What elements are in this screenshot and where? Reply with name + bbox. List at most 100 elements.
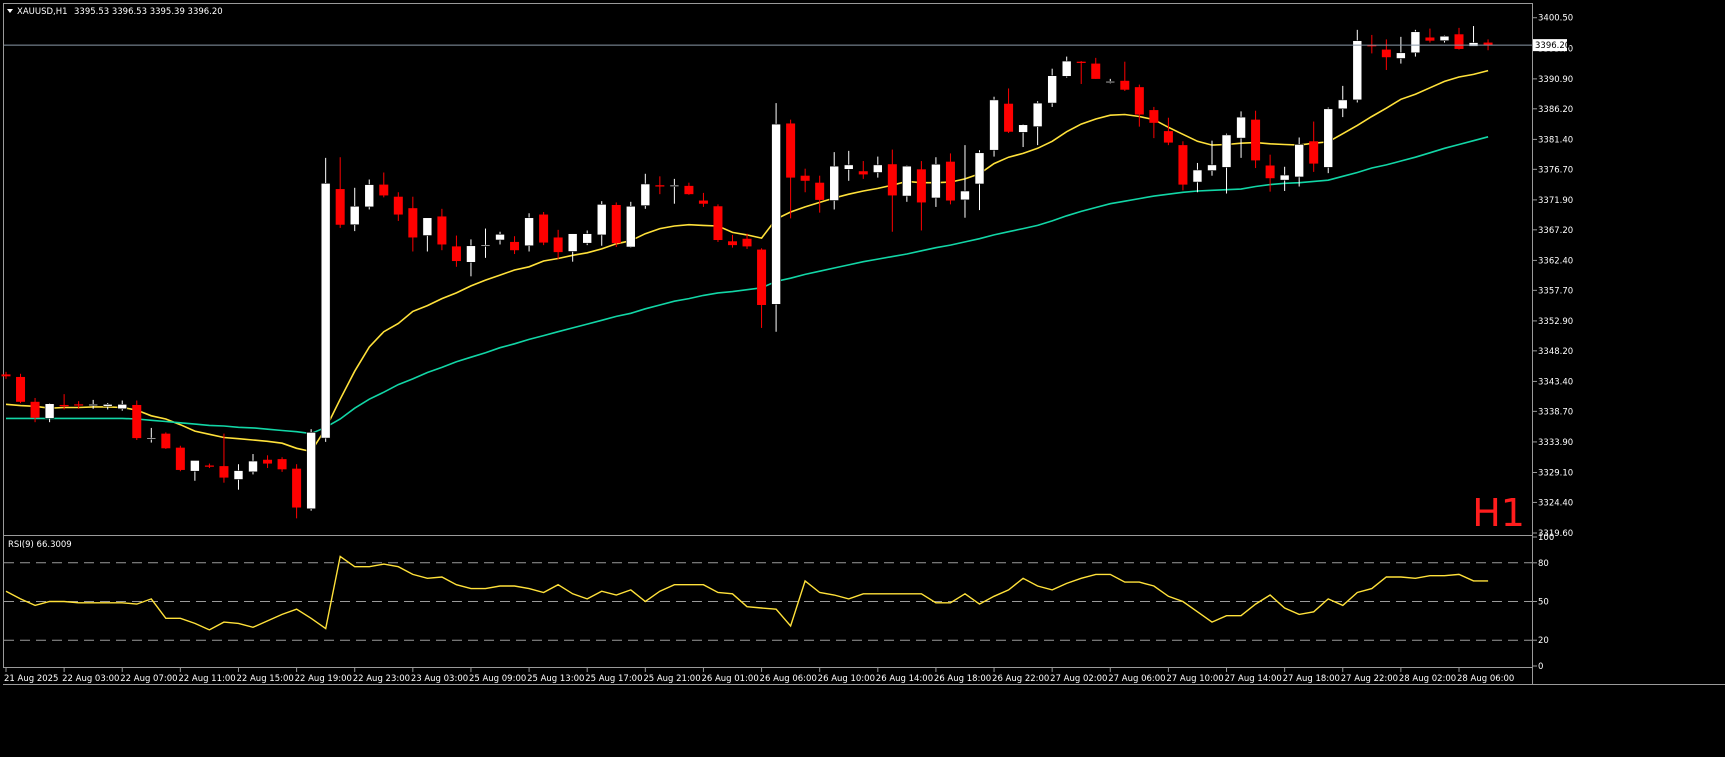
candle-bear [1483,42,1493,46]
candle-bull [146,437,157,440]
time-tick-label: 22 Aug 11:00 [178,674,235,684]
candle-bull [1337,99,1348,110]
candle-bull [625,205,636,248]
symbol-dropdown-icon[interactable] [7,9,13,13]
price-tick-label: 3352.90 [1538,317,1573,327]
time-tick-label: 27 Aug 10:00 [1166,674,1223,684]
time-tick-label: 26 Aug 10:00 [818,674,875,684]
candle-bull [364,184,375,208]
candle-bull [1279,174,1290,181]
candle-bull [1207,164,1217,171]
candle-bull [44,403,55,419]
candle-bear [59,404,69,407]
last-price-label: 3396.20 [1535,41,1570,51]
time-tick-label: 22 Aug 07:00 [120,674,177,684]
candle-bull [248,460,258,473]
price-tick-label: 3381.40 [1538,135,1573,145]
candle-bull [1294,144,1304,178]
candle-bull [524,217,534,247]
price-tick-label: 3329.10 [1538,468,1573,478]
candle-bull [771,123,781,305]
candle-bear [16,376,26,402]
time-tick-label: 27 Aug 14:00 [1225,674,1282,684]
candle-bear [742,238,752,247]
candle-bear [408,208,418,238]
candle-bear [74,404,84,406]
candle-bull [320,183,331,439]
candle-bull [190,460,200,472]
candle-bull [829,165,840,201]
candle-bull [872,164,883,173]
candle-bear [1163,131,1173,143]
candle-bull [1468,42,1479,47]
candle-bear [698,200,708,204]
rsi-tick-label: 100 [1538,533,1554,543]
candle-bear [655,185,665,187]
candle-bear [277,459,287,470]
candle-bull [582,233,593,244]
candle-bull [902,165,912,197]
price-tick-label: 3386.20 [1538,105,1573,115]
time-tick-label: 22 Aug 03:00 [62,674,119,684]
time-tick-label: 28 Aug 06:00 [1457,674,1514,684]
candle-bear [379,184,389,196]
time-tick-label: 26 Aug 01:00 [701,674,758,684]
candle-bull [1032,102,1043,127]
candle-bull [422,217,433,236]
rsi-tick-label: 80 [1538,559,1549,569]
price-tick-label: 3362.40 [1538,256,1573,266]
candle-bear [1149,110,1159,123]
candle-bear [887,164,897,196]
time-tick-label: 26 Aug 22:00 [992,674,1049,684]
candle-bear [30,401,40,418]
time-tick-label: 22 Aug 15:00 [236,674,293,684]
candle-bear [786,123,796,178]
candle-bear [175,447,185,470]
candle-bear [1120,80,1130,90]
candle-bear [437,216,447,245]
candle-bull [1352,40,1363,101]
price-tick-label: 3390.90 [1538,75,1573,85]
candle-bull [843,164,854,170]
price-tick-label: 3371.90 [1538,196,1573,206]
price-tick-label: 3324.40 [1538,498,1573,508]
candle-bull [989,99,999,151]
candle-bull [1236,116,1246,139]
slow-ma-line [6,136,1489,435]
rsi-tick-label: 0 [1538,662,1543,672]
candle-bear [1,374,11,377]
candle-bear [393,196,403,215]
time-tick-label: 25 Aug 17:00 [585,674,642,684]
candle-bull [1323,108,1334,168]
time-tick-label: 27 Aug 22:00 [1341,674,1398,684]
rsi-tick-label: 20 [1538,636,1549,646]
price-tick-label: 3348.20 [1538,347,1573,357]
candle-bull [466,245,476,263]
candle-bull [567,233,578,252]
candle-bull [1018,124,1028,133]
time-tick-label: 26 Aug 18:00 [934,674,991,684]
candle-bear [1076,61,1086,63]
candle-bear [1004,103,1014,132]
candle-bear [945,161,955,201]
candle-bull [1396,52,1406,59]
candle-bear [161,433,171,449]
time-tick-label: 22 Aug 19:00 [295,674,352,684]
candle-bear [263,459,273,464]
candle-bull [88,404,98,406]
price-tick-label: 3333.90 [1538,438,1573,448]
time-tick-label: 21 Aug 2025 [4,674,58,684]
candle-bear [1381,49,1391,58]
candle-bear [219,466,229,478]
rsi-line [5,555,1489,631]
candle-bear [335,189,345,225]
candle-bear [916,169,926,203]
candle-bear [858,171,868,175]
candle-bear [728,241,737,246]
candle-bull [596,204,607,236]
candle-bull [931,163,941,199]
time-tick-label: 27 Aug 02:00 [1050,674,1107,684]
candle-bear [1178,145,1188,185]
candle-bull [1221,134,1232,168]
